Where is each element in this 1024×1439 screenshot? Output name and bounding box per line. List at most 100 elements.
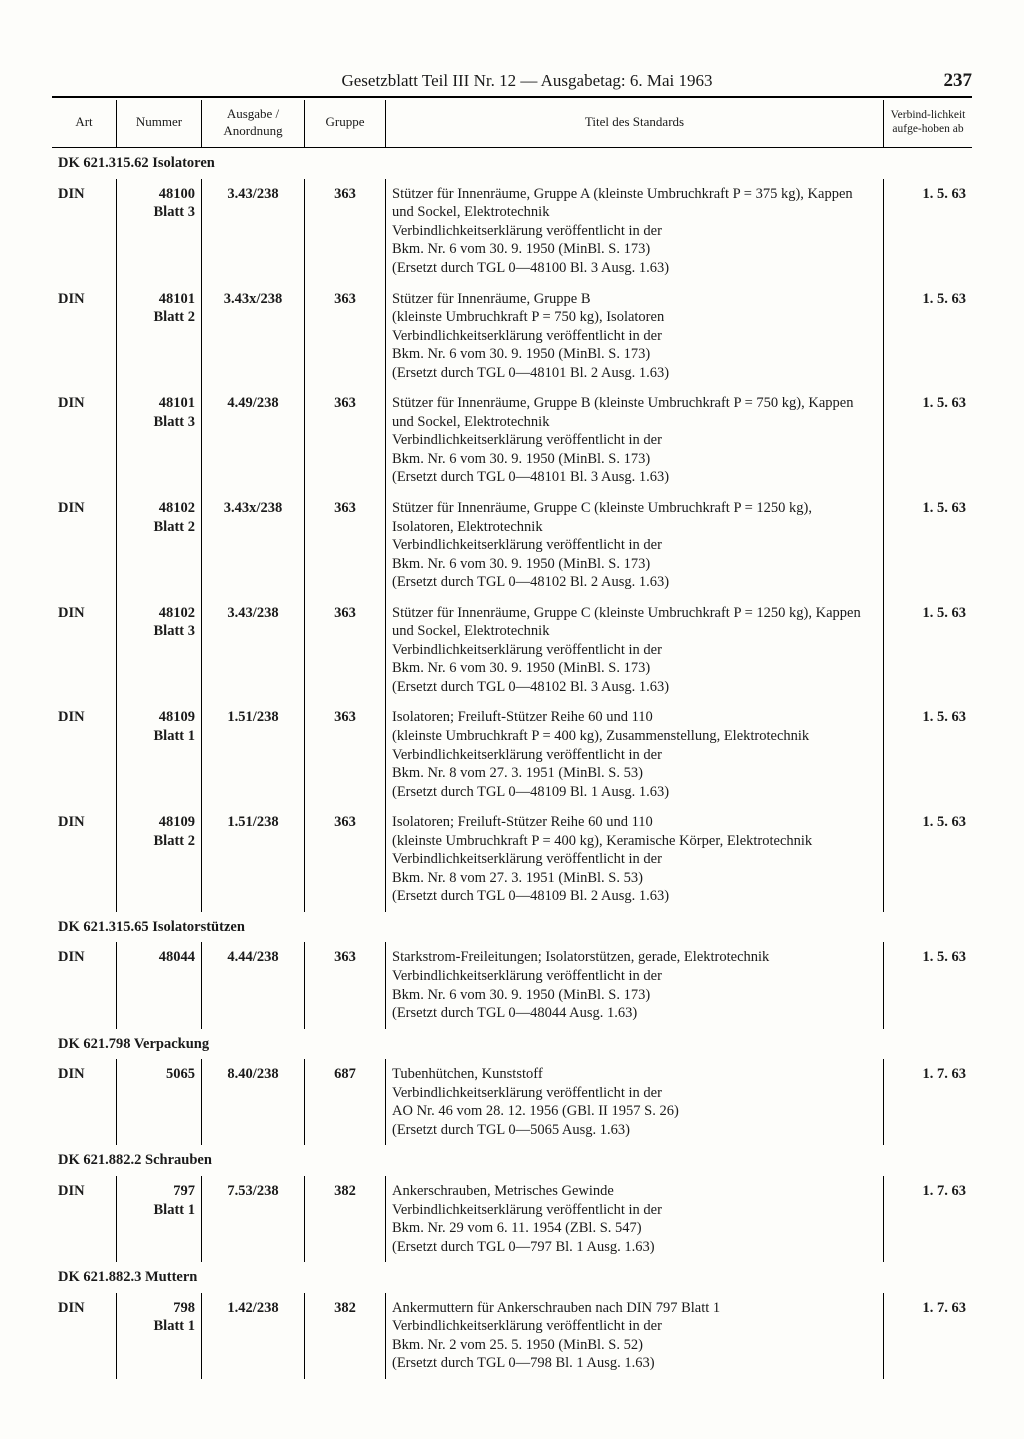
cell-gruppe: 687: [305, 1059, 386, 1145]
col-titel: Titel des Standards: [386, 100, 884, 148]
cell-titel: Stützer für Innenräume, Gruppe B (kleins…: [386, 388, 884, 493]
cell-date: 1. 5. 63: [884, 179, 973, 284]
cell-art: DIN: [52, 942, 117, 1028]
cell-date: 1. 7. 63: [884, 1293, 973, 1379]
section-heading-row: DK 621.315.62 Isolatoren: [52, 148, 972, 179]
section-heading-row: DK 621.315.65 Isolatorstützen: [52, 912, 972, 943]
col-gruppe: Gruppe: [305, 100, 386, 148]
cell-ausgabe: 1.51/238: [202, 807, 305, 912]
cell-titel: Stützer für Innenräume, Gruppe B (kleins…: [386, 284, 884, 389]
cell-art: DIN: [52, 598, 117, 703]
cell-gruppe: 363: [305, 493, 386, 598]
page-header: Gesetzblatt Teil III Nr. 12 — Ausgabetag…: [52, 70, 972, 98]
standards-table: Art Nummer Ausgabe / Anordnung Gruppe Ti…: [52, 100, 972, 1379]
cell-gruppe: 363: [305, 807, 386, 912]
cell-gruppe: 382: [305, 1176, 386, 1262]
cell-nummer: 48102 Blatt 3: [117, 598, 202, 703]
cell-date: 1. 5. 63: [884, 702, 973, 807]
section-heading: DK 621.882.2 Schrauben: [52, 1145, 972, 1176]
table-row: DIN50658.40/238687Tubenhütchen, Kunststo…: [52, 1059, 972, 1145]
section-heading-row: DK 621.882.3 Muttern: [52, 1262, 972, 1293]
cell-ausgabe: 1.51/238: [202, 702, 305, 807]
cell-date: 1. 5. 63: [884, 388, 973, 493]
col-nummer: Nummer: [117, 100, 202, 148]
cell-date: 1. 5. 63: [884, 942, 973, 1028]
cell-date: 1. 5. 63: [884, 284, 973, 389]
cell-art: DIN: [52, 284, 117, 389]
section-heading: DK 621.315.65 Isolatorstützen: [52, 912, 972, 943]
cell-art: DIN: [52, 702, 117, 807]
cell-art: DIN: [52, 1059, 117, 1145]
cell-titel: Ankermuttern für Ankerschrauben nach DIN…: [386, 1293, 884, 1379]
cell-ausgabe: 4.49/238: [202, 388, 305, 493]
cell-gruppe: 363: [305, 702, 386, 807]
cell-nummer: 48102 Blatt 2: [117, 493, 202, 598]
cell-ausgabe: 7.53/238: [202, 1176, 305, 1262]
cell-nummer: 48109 Blatt 2: [117, 807, 202, 912]
cell-gruppe: 363: [305, 179, 386, 284]
cell-titel: Ankerschrauben, Metrisches Gewinde Verbi…: [386, 1176, 884, 1262]
cell-gruppe: 382: [305, 1293, 386, 1379]
cell-gruppe: 363: [305, 284, 386, 389]
cell-titel: Tubenhütchen, Kunststoff Verbindlichkeit…: [386, 1059, 884, 1145]
cell-gruppe: 363: [305, 942, 386, 1028]
section-heading: DK 621.798 Verpackung: [52, 1029, 972, 1060]
section-heading-row: DK 621.882.2 Schrauben: [52, 1145, 972, 1176]
cell-titel: Starkstrom-Freileitungen; Isolatorstütze…: [386, 942, 884, 1028]
cell-nummer: 5065: [117, 1059, 202, 1145]
cell-gruppe: 363: [305, 598, 386, 703]
cell-ausgabe: 3.43/238: [202, 179, 305, 284]
cell-date: 1. 5. 63: [884, 807, 973, 912]
table-row: DIN798 Blatt 11.42/238382Ankermuttern fü…: [52, 1293, 972, 1379]
cell-ausgabe: 8.40/238: [202, 1059, 305, 1145]
cell-nummer: 798 Blatt 1: [117, 1293, 202, 1379]
cell-titel: Stützer für Innenräume, Gruppe A (kleins…: [386, 179, 884, 284]
table-row: DIN48102 Blatt 23.43x/238363Stützer für …: [52, 493, 972, 598]
section-heading: DK 621.315.62 Isolatoren: [52, 148, 972, 179]
col-verbind: Verbind-lichkeit aufge-hoben ab: [884, 100, 973, 148]
cell-ausgabe: 3.43/238: [202, 598, 305, 703]
cell-nummer: 48101 Blatt 3: [117, 388, 202, 493]
table-row: DIN48109 Blatt 21.51/238363Isolatoren; F…: [52, 807, 972, 912]
section-heading: DK 621.882.3 Muttern: [52, 1262, 972, 1293]
cell-nummer: 48044: [117, 942, 202, 1028]
cell-art: DIN: [52, 179, 117, 284]
table-header: Art Nummer Ausgabe / Anordnung Gruppe Ti…: [52, 100, 972, 148]
cell-titel: Isolatoren; Freiluft-Stützer Reihe 60 un…: [386, 702, 884, 807]
cell-titel: Isolatoren; Freiluft-Stützer Reihe 60 un…: [386, 807, 884, 912]
cell-ausgabe: 3.43x/238: [202, 284, 305, 389]
cell-art: DIN: [52, 1176, 117, 1262]
cell-date: 1. 7. 63: [884, 1176, 973, 1262]
page-number: 237: [902, 70, 972, 92]
table-row: DIN480444.44/238363Starkstrom-Freileitun…: [52, 942, 972, 1028]
table-row: DIN48109 Blatt 11.51/238363Isolatoren; F…: [52, 702, 972, 807]
col-art: Art: [52, 100, 117, 148]
cell-art: DIN: [52, 807, 117, 912]
header-title: Gesetzblatt Teil III Nr. 12 — Ausgabetag…: [152, 71, 902, 91]
cell-nummer: 48101 Blatt 2: [117, 284, 202, 389]
cell-gruppe: 363: [305, 388, 386, 493]
document-page: Gesetzblatt Teil III Nr. 12 — Ausgabetag…: [0, 0, 1024, 1439]
cell-nummer: 48100 Blatt 3: [117, 179, 202, 284]
cell-ausgabe: 1.42/238: [202, 1293, 305, 1379]
cell-nummer: 48109 Blatt 1: [117, 702, 202, 807]
cell-date: 1. 5. 63: [884, 493, 973, 598]
cell-ausgabe: 4.44/238: [202, 942, 305, 1028]
cell-ausgabe: 3.43x/238: [202, 493, 305, 598]
cell-date: 1. 7. 63: [884, 1059, 973, 1145]
col-ausgabe: Ausgabe / Anordnung: [202, 100, 305, 148]
cell-nummer: 797 Blatt 1: [117, 1176, 202, 1262]
cell-art: DIN: [52, 388, 117, 493]
table-body: DK 621.315.62 IsolatorenDIN48100 Blatt 3…: [52, 148, 972, 1379]
table-row: DIN797 Blatt 17.53/238382Ankerschrauben,…: [52, 1176, 972, 1262]
table-row: DIN48102 Blatt 33.43/238363Stützer für I…: [52, 598, 972, 703]
cell-date: 1. 5. 63: [884, 598, 973, 703]
section-heading-row: DK 621.798 Verpackung: [52, 1029, 972, 1060]
table-row: DIN48101 Blatt 23.43x/238363Stützer für …: [52, 284, 972, 389]
cell-titel: Stützer für Innenräume, Gruppe C (kleins…: [386, 493, 884, 598]
table-row: DIN48100 Blatt 33.43/238363Stützer für I…: [52, 179, 972, 284]
table-row: DIN48101 Blatt 34.49/238363Stützer für I…: [52, 388, 972, 493]
cell-art: DIN: [52, 1293, 117, 1379]
cell-titel: Stützer für Innenräume, Gruppe C (kleins…: [386, 598, 884, 703]
cell-art: DIN: [52, 493, 117, 598]
